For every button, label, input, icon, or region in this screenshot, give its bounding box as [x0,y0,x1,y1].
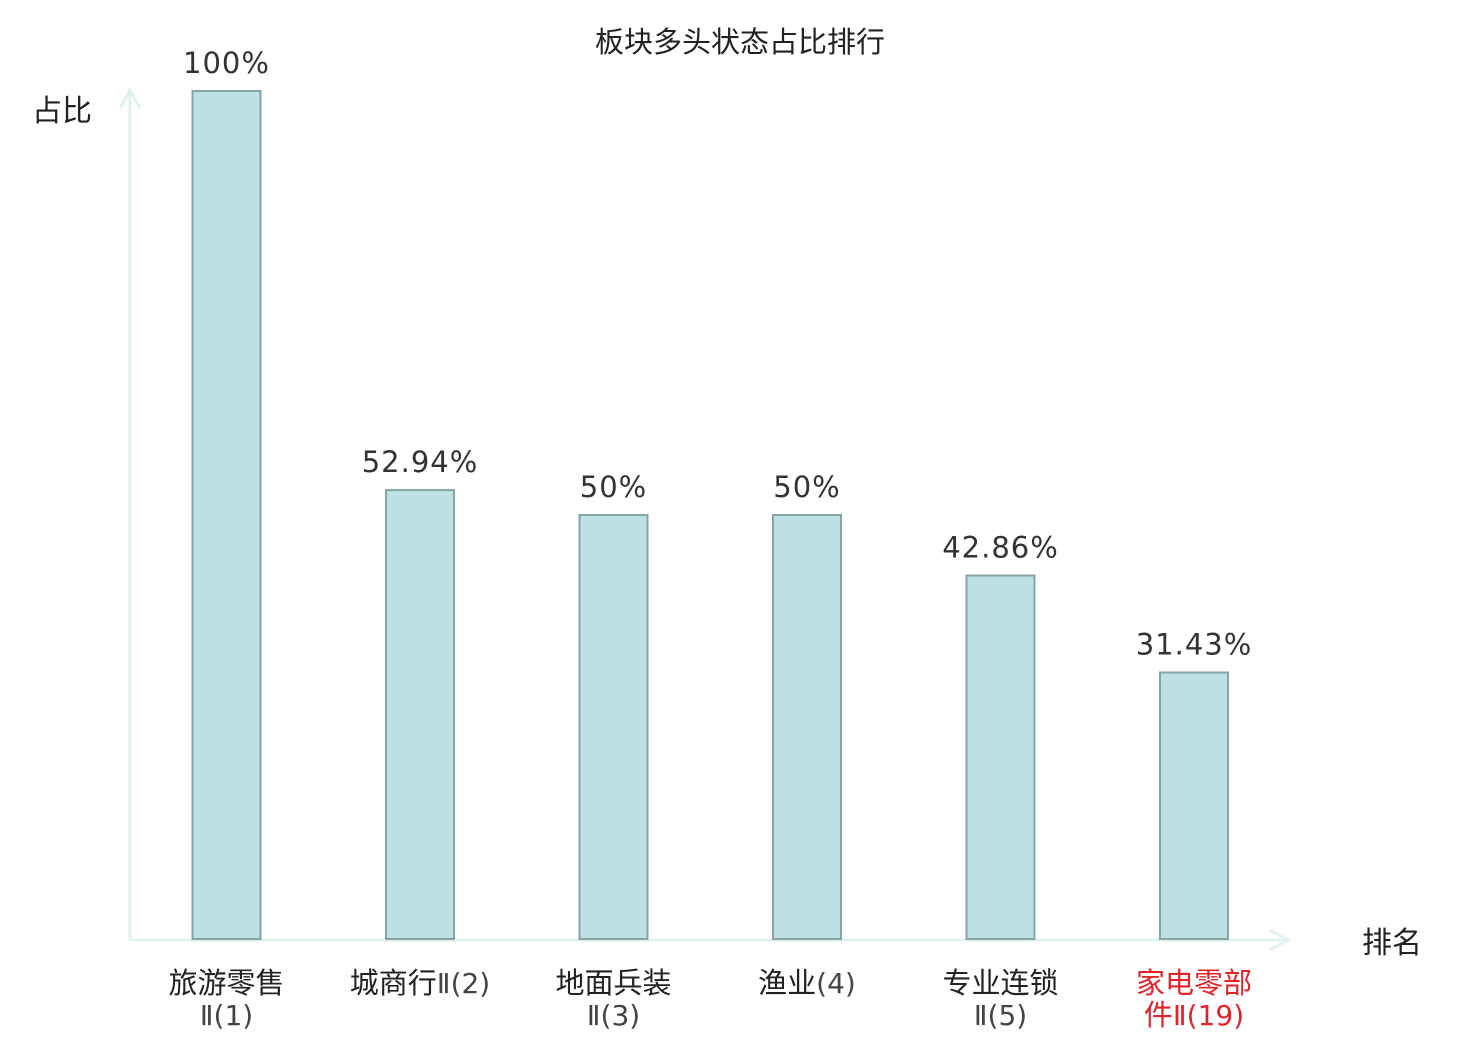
bar [191,90,262,940]
bar [578,514,649,940]
y-axis-label: 占比 [32,94,92,129]
x-tick-label: 件Ⅱ(19) [1144,998,1244,1032]
x-tick-label: 家电零部 [1136,966,1252,1000]
x-tick-label: Ⅱ(3) [587,999,640,1032]
x-tick-label: 渔业(4) [758,966,856,1000]
x-tick-label: 城商行Ⅱ(2) [350,966,490,1000]
chart-title: 板块多头状态占比排行 [595,25,885,59]
bar [965,574,1036,940]
bar [385,489,455,940]
x-axis-arrowhead [1269,928,1292,952]
bar-value-label: 50% [773,470,840,504]
x-tick-label: Ⅱ(5) [974,999,1027,1032]
bar-value-label: 42.86% [942,531,1059,565]
bar-series [191,90,1229,940]
x-tick-label: 专业连锁 [942,966,1058,1000]
axes [118,86,1292,952]
bar-value-label: 50% [580,470,647,504]
x-tick-label: Ⅱ(1) [200,999,253,1032]
y-axis-arrowhead [118,86,142,109]
bar-value-label: 31.43% [1136,627,1253,661]
x-axis-label: 排名 [1362,926,1422,961]
bar-value-label: 52.94% [362,445,479,479]
bar-value-label: 100% [183,46,270,80]
value-labels: 100% 52.94% 50% 50% 42.86% 31.43% [183,46,1253,661]
x-tick-label: 地面兵装 [555,966,671,1000]
bar [1159,671,1229,940]
x-tick-label: 旅游零售 [168,966,284,1000]
bar [772,514,842,940]
